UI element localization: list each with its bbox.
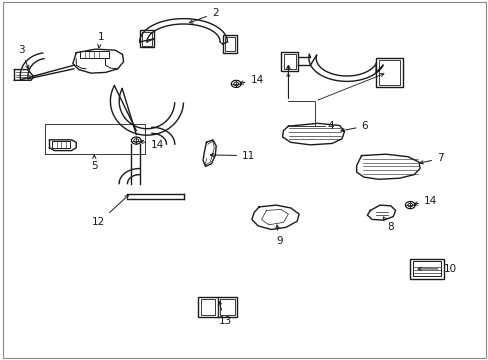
Text: 12: 12 [92, 195, 128, 227]
Text: 14: 14 [240, 75, 263, 85]
Text: 14: 14 [140, 140, 164, 150]
Bar [281, 52, 298, 71]
Bar [412, 261, 441, 276]
Text: 8: 8 [383, 217, 393, 232]
Text: 9: 9 [275, 225, 283, 246]
Text: 11: 11 [210, 150, 255, 161]
Bar [375, 58, 402, 87]
Bar [283, 54, 295, 69]
Text: 2: 2 [189, 8, 218, 23]
Text: 6: 6 [340, 121, 367, 132]
Bar [200, 299, 215, 315]
Bar [142, 32, 152, 45]
Bar [52, 140, 70, 148]
Bar [224, 37, 234, 51]
Text: 13: 13 [218, 301, 231, 325]
Bar [378, 60, 399, 85]
Text: 4: 4 [327, 121, 333, 131]
Bar [222, 36, 237, 53]
Text: 14: 14 [413, 196, 436, 206]
Text: 5: 5 [91, 155, 98, 171]
Bar [198, 297, 237, 317]
Bar [140, 30, 154, 47]
Text: 1: 1 [97, 32, 104, 48]
Text: 3: 3 [18, 45, 29, 69]
Text: 7: 7 [419, 153, 443, 164]
Text: 10: 10 [417, 264, 456, 274]
Bar [80, 51, 109, 58]
Bar [409, 259, 444, 279]
Bar [220, 299, 234, 315]
